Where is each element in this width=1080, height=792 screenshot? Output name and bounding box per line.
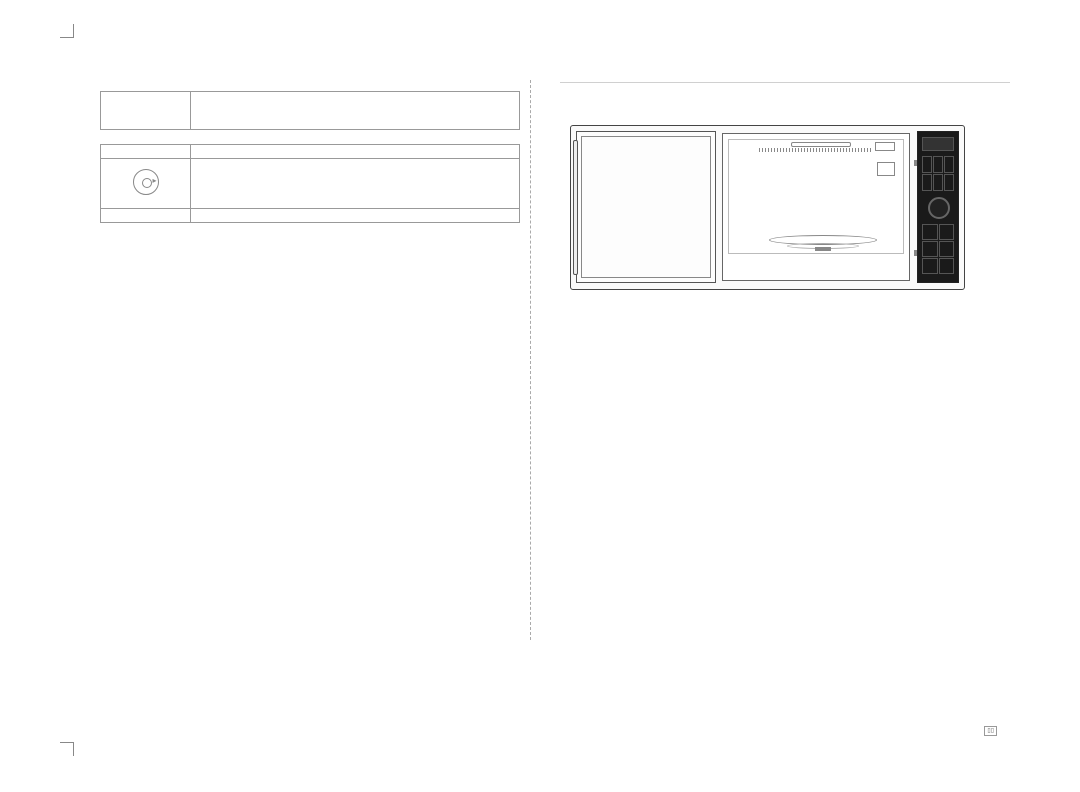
right-column [560,80,1010,345]
left-column [100,85,520,237]
mw-cavity-inner [728,139,904,254]
crop-mark-bl [60,742,74,756]
microwave-illustration [570,125,965,290]
mw-control-panel [917,131,959,283]
mw-dial [928,197,950,219]
mw-light [877,162,895,176]
mw-door [576,131,716,283]
mw-buttons-top [922,156,954,191]
microwave-diagram [560,93,1000,333]
mw-handle [573,140,578,275]
mw-door-glass [581,136,711,278]
icon-cell-start30-2 [101,209,191,223]
grill-step2 [191,159,520,209]
mw-coupler [815,247,831,251]
crop-mark-tl [60,24,74,38]
mw-display [922,137,954,151]
grill-step1 [191,145,520,159]
dial-icon [133,169,159,195]
footer-sep-icon: ▯▯ [984,726,997,736]
instruction-cell [191,92,520,130]
icon-cell-start30 [101,92,191,130]
table-add-30s [100,91,520,130]
table-grill [100,144,520,223]
mw-vents [759,148,873,152]
mw-grill-element [791,142,851,147]
icon-cell-dial [101,159,191,209]
main-title [560,80,1010,83]
grill-step3 [191,209,520,223]
icon-cell-grill [101,145,191,159]
column-divider [530,80,531,640]
mw-buttons-bottom [922,224,954,274]
mw-cavity [722,133,910,281]
footer-date: ▯▯ [981,726,1000,736]
page: ▯▯ [70,30,1030,750]
mw-water-holder [875,142,895,151]
